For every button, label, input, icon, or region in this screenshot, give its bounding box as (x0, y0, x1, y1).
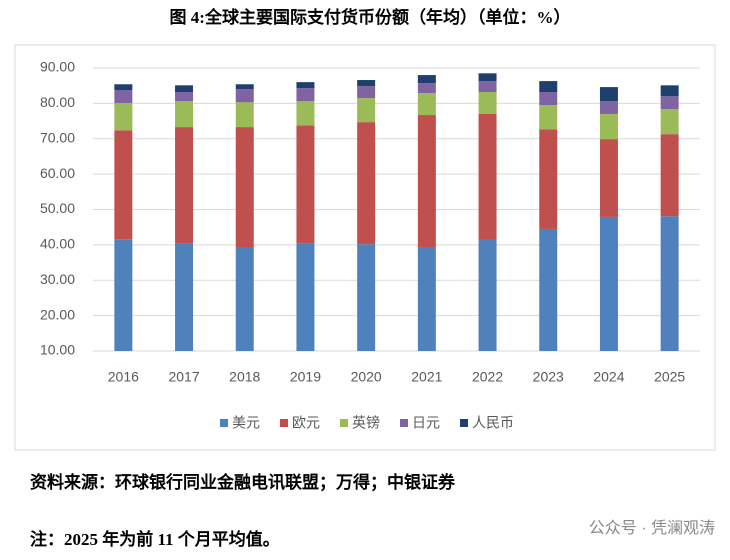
y-tick-label: 80.00 (40, 94, 75, 110)
x-tick-label: 2022 (472, 369, 503, 385)
bar-segment (539, 92, 558, 106)
bar-segment (478, 239, 497, 351)
bar-segment (478, 92, 497, 114)
watermark: 公众号 · 凭澜观涛 (589, 519, 715, 537)
legend-swatch (400, 419, 408, 427)
legend-label: 美元 (232, 415, 260, 431)
y-tick-label: 10.00 (40, 342, 75, 358)
bar-segment (478, 113, 497, 240)
bar-segment (235, 246, 254, 351)
bar-segment (235, 127, 254, 247)
source: 资料来源：环球银行同业金融电讯联盟；万得；中银证券 (30, 472, 456, 492)
bar-segment (357, 98, 376, 123)
bar-segment (175, 101, 194, 128)
bar-segment (599, 139, 618, 217)
bar-segment (114, 239, 133, 351)
bar-segment (175, 127, 194, 244)
x-tick-label: 2024 (593, 369, 624, 385)
legend-swatch (460, 419, 468, 427)
x-tick-label: 2020 (351, 369, 382, 385)
bar-segment (660, 85, 679, 97)
bar-segment (357, 86, 376, 99)
legend-swatch (280, 419, 288, 427)
legend-swatch (340, 419, 348, 427)
x-tick-label: 2018 (229, 369, 260, 385)
legend-label: 英镑 (352, 415, 380, 431)
bar-segment (478, 81, 497, 93)
bar-segment (235, 84, 254, 90)
bar-segment (599, 101, 618, 114)
bar-segment (539, 81, 558, 93)
bar-segment (114, 84, 133, 91)
bar-segment (417, 83, 436, 94)
y-tick-label: 40.00 (40, 236, 75, 252)
bar-segment (357, 80, 376, 87)
x-tick-label: 2017 (168, 369, 199, 385)
bar-segment (235, 89, 254, 103)
bar-segment (296, 82, 315, 89)
legend-label: 欧元 (292, 415, 320, 431)
bar-segment (175, 243, 194, 351)
bar-segment (599, 113, 618, 140)
bar-segment (114, 103, 133, 131)
bar-segment (417, 75, 436, 84)
bar-segment (175, 92, 194, 102)
bar-segment (296, 101, 315, 126)
bar-segment (296, 125, 315, 244)
bar-segment (539, 105, 558, 130)
y-tick-label: 20.00 (40, 306, 75, 322)
bar-segment (357, 244, 376, 351)
bar-segment (660, 109, 679, 135)
bar-segment (539, 228, 558, 351)
bar-segment (660, 134, 679, 217)
bar-segment (478, 73, 497, 82)
y-tick-label: 30.00 (40, 271, 75, 287)
chart-title: 图 4:全球主要国际支付货币份额（年均）（单位：%） (170, 7, 571, 27)
bar-segment (660, 216, 679, 351)
legend-label: 日元 (412, 415, 440, 431)
bar-segment (599, 87, 618, 102)
bar-segment (417, 115, 436, 247)
x-tick-label: 2016 (108, 369, 139, 385)
bar-segment (235, 102, 254, 128)
legend-label: 人民币 (472, 415, 514, 431)
x-tick-label: 2025 (654, 369, 685, 385)
y-tick-label: 60.00 (40, 165, 75, 181)
x-tick-label: 2019 (290, 369, 321, 385)
bar-segment (660, 96, 679, 110)
bar-segment (417, 93, 436, 116)
bar-segment (175, 85, 194, 93)
bar-segment (296, 88, 315, 102)
x-tick-label: 2021 (411, 369, 442, 385)
y-tick-label: 50.00 (40, 200, 75, 216)
legend-swatch (220, 419, 228, 427)
bar-segment (539, 129, 558, 229)
y-tick-label: 90.00 (40, 59, 75, 75)
bar-segment (599, 216, 618, 351)
bar-segment (114, 90, 133, 104)
bar-segment (296, 243, 315, 351)
bar-segment (417, 246, 436, 351)
bar-segment (357, 122, 376, 245)
x-tick-label: 2023 (533, 369, 564, 385)
y-tick-label: 70.00 (40, 129, 75, 145)
note: 注：2025 年为前 11 个月平均值。 (30, 529, 280, 549)
bar-segment (114, 130, 133, 240)
